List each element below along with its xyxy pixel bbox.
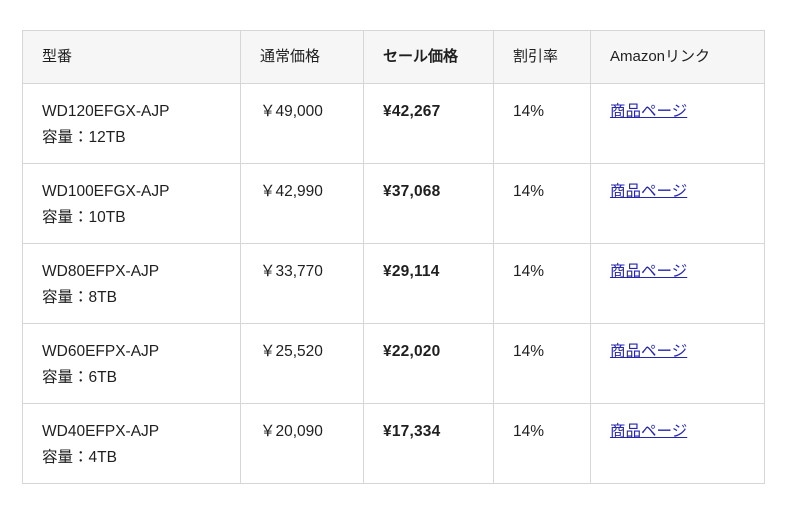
model-number: WD80EFPX-AJP	[42, 263, 160, 280]
regular-price-cell: ￥20,090	[240, 403, 364, 484]
regular-price-cell: ￥33,770	[240, 243, 364, 324]
table-row: WD80EFPX-AJP 容量：8TB ￥33,770 ¥29,114 14% …	[22, 243, 765, 324]
header-row: 型番 通常価格 セール価格 割引率 Amazonリンク	[22, 30, 765, 84]
amazon-link-cell: 商品ページ	[590, 403, 765, 484]
table-row: WD40EFPX-AJP 容量：4TB ￥20,090 ¥17,334 14% …	[22, 403, 765, 484]
model-number: WD120EFGX-AJP	[42, 103, 170, 120]
column-header-sale-price: セール価格	[363, 30, 494, 84]
model-number: WD100EFGX-AJP	[42, 183, 170, 200]
column-header-regular-price: 通常価格	[240, 30, 364, 84]
discount-cell: 14%	[493, 243, 591, 324]
product-page-link[interactable]: 商品ページ	[610, 343, 688, 360]
capacity-label: 容量：6TB	[42, 369, 117, 386]
table-header: 型番 通常価格 セール価格 割引率 Amazonリンク	[22, 30, 765, 84]
sale-price-cell: ¥22,020	[363, 323, 494, 404]
sale-price-cell: ¥17,334	[363, 403, 494, 484]
capacity-label: 容量：12TB	[42, 129, 126, 146]
table-row: WD100EFGX-AJP 容量：10TB ￥42,990 ¥37,068 14…	[22, 163, 765, 244]
capacity-label: 容量：4TB	[42, 449, 117, 466]
product-page-link[interactable]: 商品ページ	[610, 183, 688, 200]
table-row: WD60EFPX-AJP 容量：6TB ￥25,520 ¥22,020 14% …	[22, 323, 765, 404]
discount-cell: 14%	[493, 163, 591, 244]
product-page-link[interactable]: 商品ページ	[610, 423, 688, 440]
sale-price-cell: ¥29,114	[363, 243, 494, 324]
regular-price-cell: ￥49,000	[240, 83, 364, 164]
column-header-discount: 割引率	[493, 30, 591, 84]
model-number: WD60EFPX-AJP	[42, 343, 160, 360]
model-cell: WD60EFPX-AJP 容量：6TB	[22, 323, 241, 404]
table-row: WD120EFGX-AJP 容量：12TB ￥49,000 ¥42,267 14…	[22, 83, 765, 164]
amazon-link-cell: 商品ページ	[590, 83, 765, 164]
price-table: 型番 通常価格 セール価格 割引率 Amazonリンク WD120EFGX-AJ…	[22, 30, 765, 484]
sale-price-cell: ¥37,068	[363, 163, 494, 244]
product-page-link[interactable]: 商品ページ	[610, 103, 688, 120]
model-cell: WD120EFGX-AJP 容量：12TB	[22, 83, 241, 164]
capacity-label: 容量：8TB	[42, 289, 117, 306]
amazon-link-cell: 商品ページ	[590, 323, 765, 404]
discount-cell: 14%	[493, 323, 591, 404]
discount-cell: 14%	[493, 403, 591, 484]
capacity-label: 容量：10TB	[42, 209, 126, 226]
model-cell: WD100EFGX-AJP 容量：10TB	[22, 163, 241, 244]
regular-price-cell: ￥25,520	[240, 323, 364, 404]
regular-price-cell: ￥42,990	[240, 163, 364, 244]
amazon-link-cell: 商品ページ	[590, 243, 765, 324]
amazon-link-cell: 商品ページ	[590, 163, 765, 244]
model-number: WD40EFPX-AJP	[42, 423, 160, 440]
model-cell: WD80EFPX-AJP 容量：8TB	[22, 243, 241, 324]
discount-cell: 14%	[493, 83, 591, 164]
model-cell: WD40EFPX-AJP 容量：4TB	[22, 403, 241, 484]
product-page-link[interactable]: 商品ページ	[610, 263, 688, 280]
table-body: WD120EFGX-AJP 容量：12TB ￥49,000 ¥42,267 14…	[22, 83, 765, 484]
column-header-model: 型番	[22, 30, 241, 84]
sale-price-cell: ¥42,267	[363, 83, 494, 164]
column-header-amazon-link: Amazonリンク	[590, 30, 765, 84]
